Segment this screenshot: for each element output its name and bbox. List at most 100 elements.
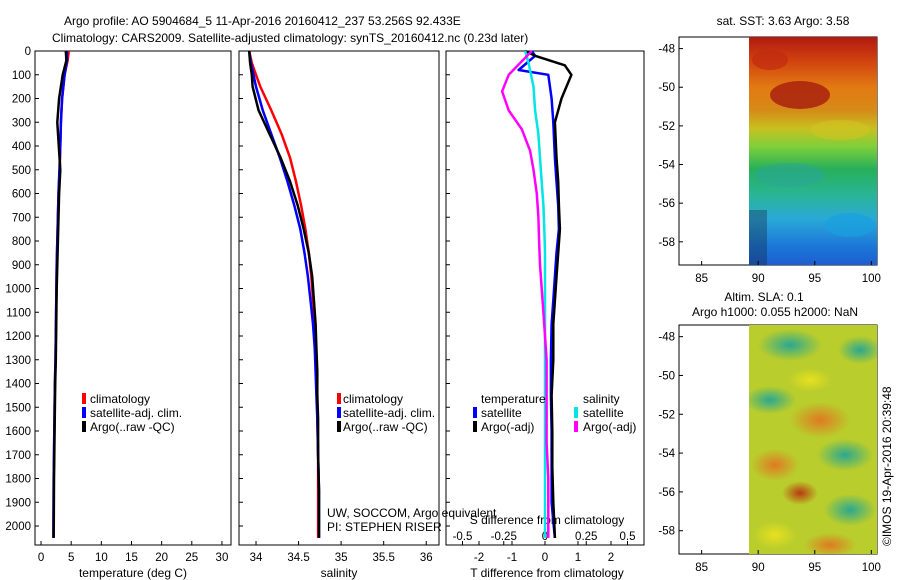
map-x-tick-label: 90 bbox=[752, 562, 765, 574]
map-y-tick-label: -56 bbox=[658, 487, 675, 499]
sst-map-title: sat. SST: 3.63 Argo: 3.58 bbox=[717, 14, 850, 28]
depth-tick-label: 1000 bbox=[5, 284, 31, 296]
legend-swatch-argo bbox=[82, 421, 86, 432]
temperature-legend: climatology satellite-adj. clim. Argo(..… bbox=[82, 392, 182, 434]
legend-title-salinity: salinity bbox=[583, 392, 620, 406]
map-y-tick-label: -50 bbox=[658, 370, 675, 382]
depth-tick-label: 1200 bbox=[5, 331, 31, 343]
depth-tick-label: 1900 bbox=[5, 497, 31, 509]
depth-tick-label: 800 bbox=[12, 236, 31, 248]
map-x-tick-label: 95 bbox=[808, 562, 821, 574]
x-tick-label: 25 bbox=[185, 552, 198, 564]
legend-label-s-satellite: satellite bbox=[583, 406, 624, 420]
x-tick-label: 34 bbox=[250, 552, 263, 564]
x-tick-label: -0.5 bbox=[453, 531, 473, 543]
credit-line-2: PI: STEPHEN RISER bbox=[327, 520, 442, 534]
series-line-s-argo-adj bbox=[500, 50, 550, 538]
depth-tick-label: 700 bbox=[12, 212, 31, 224]
depth-axis-ticks: 0 100 200 300 400 500 600 700 800 900 1000 1100 1200… bbox=[5, 46, 450, 533]
legend-swatch-t-satellite bbox=[473, 407, 477, 418]
depth-tick-label: 300 bbox=[12, 117, 31, 129]
salinity-series bbox=[247, 50, 321, 538]
difference-x-ticks: -2 -1 0 1 2 bbox=[474, 541, 614, 564]
legend-swatch-climatology bbox=[82, 393, 86, 404]
series-line-satellite-adj-clim bbox=[247, 50, 321, 538]
depth-tick-label: 1400 bbox=[5, 379, 31, 391]
sst-map-ticks: 85 90 95 100 -48 -50 -52 -54 -56 -58 bbox=[658, 44, 881, 285]
map-x-tick-label: 85 bbox=[695, 273, 708, 285]
legend-label-argo: Argo(..raw -QC) bbox=[343, 420, 428, 434]
sla-map-image bbox=[749, 325, 877, 554]
x-tick-label: 0 bbox=[38, 552, 44, 564]
title-line-2: Climatology: CARS2009. Satellite-adjuste… bbox=[52, 31, 528, 45]
series-line-t-argo-adj bbox=[524, 49, 573, 538]
map-x-tick-label: 85 bbox=[695, 562, 708, 574]
map-y-tick-label: -52 bbox=[658, 121, 675, 133]
sla-map-ticks: 85 90 95 100 -48 -50 -52 -54 -56 -58 bbox=[658, 332, 881, 574]
sst-map-image bbox=[749, 37, 877, 265]
difference-legend: temperature satellite Argo(-adj) salinit… bbox=[473, 392, 636, 434]
map-y-tick-label: -54 bbox=[658, 448, 675, 460]
map-x-tick-label: 100 bbox=[862, 562, 881, 574]
legend-label-argo: Argo(..raw -QC) bbox=[90, 420, 175, 434]
map-y-tick-label: -58 bbox=[658, 526, 675, 538]
depth-tick-label: 1300 bbox=[5, 355, 31, 367]
x-tick-label: 30 bbox=[216, 552, 229, 564]
legend-label-s-argo: Argo(-adj) bbox=[583, 420, 636, 434]
legend-label-climatology: climatology bbox=[343, 392, 403, 406]
legend-title-temperature: temperature bbox=[481, 392, 546, 406]
imos-watermark: ©IMOS 19-Apr-2016 20:39:48 bbox=[880, 386, 894, 546]
map-y-tick-label: -48 bbox=[658, 332, 675, 344]
series-line-argo-raw-qc bbox=[52, 50, 68, 538]
map-y-tick-label: -54 bbox=[658, 160, 675, 172]
salinity-axes bbox=[238, 50, 440, 546]
depth-tick-label: 500 bbox=[12, 165, 31, 177]
legend-swatch-climatology bbox=[337, 393, 341, 404]
depth-tick-label: 2000 bbox=[5, 521, 31, 533]
temperature-xlabel: temperature (deg C) bbox=[79, 566, 187, 580]
temperature-x-ticks: 0 5 10 15 20 25 30 bbox=[38, 541, 229, 564]
x-tick-label: 1 bbox=[575, 552, 581, 564]
x-tick-label: 10 bbox=[95, 552, 108, 564]
x-tick-label: 20 bbox=[155, 552, 168, 564]
map-y-tick-label: -58 bbox=[658, 237, 675, 249]
series-line-argo-raw-qc bbox=[247, 50, 321, 538]
temperature-axes bbox=[34, 50, 232, 546]
depth-tick-label: 1100 bbox=[6, 307, 31, 319]
legend-swatch-s-satellite bbox=[574, 407, 578, 418]
map-x-tick-label: 90 bbox=[752, 273, 765, 285]
legend-label-t-argo: Argo(-adj) bbox=[481, 420, 534, 434]
depth-tick-label: 400 bbox=[12, 141, 31, 153]
x-tick-label: 2 bbox=[608, 552, 614, 564]
salinity-legend: climatology satellite-adj. clim. Argo(..… bbox=[337, 392, 435, 434]
legend-label-climatology: climatology bbox=[90, 392, 150, 406]
x-tick-label: 35.5 bbox=[372, 552, 394, 564]
x-tick-label: 5 bbox=[68, 552, 74, 564]
legend-swatch-t-argo bbox=[473, 421, 477, 432]
x-tick-label: -1 bbox=[507, 552, 517, 564]
title-line-1: Argo profile: AO 5904684_5 11-Apr-2016 2… bbox=[64, 14, 461, 28]
depth-tick-label: 1600 bbox=[5, 426, 31, 438]
salinity-xlabel: salinity bbox=[321, 566, 358, 580]
depth-tick-label: 900 bbox=[12, 260, 31, 272]
legend-swatch-satellite bbox=[337, 407, 341, 418]
x-tick-label: 35 bbox=[335, 552, 348, 564]
salinity-x-ticks: 34 34.5 35 35.5 36 bbox=[250, 541, 433, 564]
credit-line-1: UW, SOCCOM, Argo equivalent bbox=[327, 506, 497, 520]
map-y-tick-label: -48 bbox=[658, 44, 675, 56]
depth-tick-label: 600 bbox=[12, 189, 31, 201]
map-x-tick-label: 95 bbox=[808, 273, 821, 285]
s-difference-xlabel: S difference from climatology bbox=[470, 513, 625, 527]
legend-swatch-argo bbox=[337, 421, 341, 432]
map-y-tick-label: -50 bbox=[658, 82, 675, 94]
legend-swatch-s-argo bbox=[574, 421, 578, 432]
x-tick-label: -2 bbox=[474, 552, 484, 564]
sla-map-title: Altim. SLA: 0.1 bbox=[724, 290, 804, 304]
series-line-climatology bbox=[247, 50, 320, 538]
legend-label-t-satellite: satellite bbox=[481, 406, 522, 420]
depth-tick-label: 100 bbox=[12, 70, 31, 82]
map-x-tick-label: 100 bbox=[862, 273, 881, 285]
map-y-tick-label: -52 bbox=[658, 409, 675, 421]
depth-tick-label: 0 bbox=[25, 46, 31, 58]
